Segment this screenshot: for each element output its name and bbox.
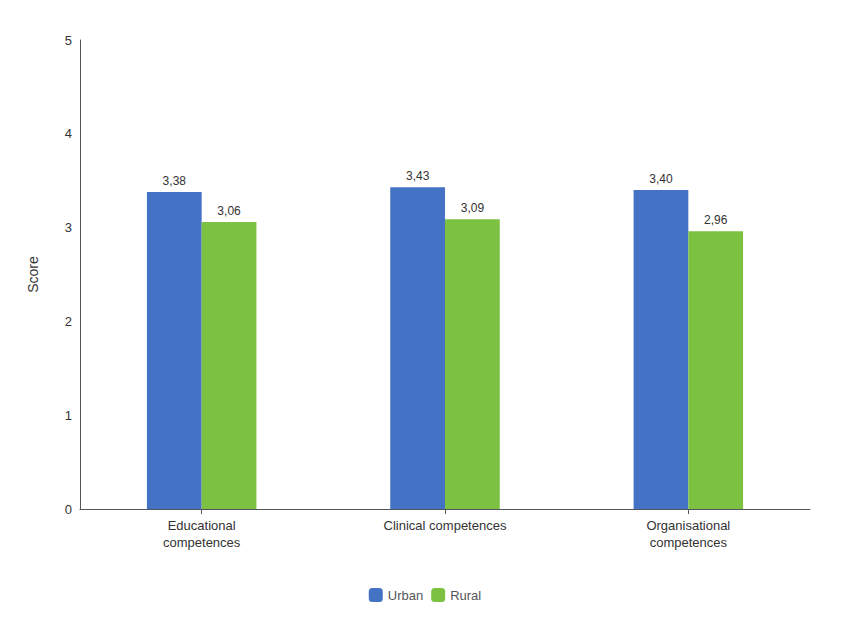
svg-text:2: 2 (65, 314, 72, 329)
svg-text:3,40: 3,40 (649, 172, 673, 186)
svg-text:1: 1 (65, 408, 72, 423)
svg-text:3: 3 (65, 220, 72, 235)
svg-text:Score: Score (25, 256, 41, 293)
svg-text:3,09: 3,09 (461, 201, 485, 215)
svg-text:Urban: Urban (388, 588, 423, 603)
svg-text:4: 4 (65, 126, 72, 141)
svg-text:0: 0 (65, 502, 72, 517)
svg-text:Organisational: Organisational (646, 518, 730, 533)
svg-text:3,38: 3,38 (163, 174, 187, 188)
svg-text:Educational: Educational (168, 518, 236, 533)
svg-text:2,96: 2,96 (704, 213, 728, 227)
svg-text:competences: competences (650, 535, 728, 550)
svg-text:Rural: Rural (450, 588, 481, 603)
svg-text:competences: competences (163, 535, 241, 550)
svg-text:Clinical competences: Clinical competences (384, 518, 507, 533)
svg-text:5: 5 (65, 33, 72, 48)
svg-text:3,43: 3,43 (406, 169, 430, 183)
svg-text:3,06: 3,06 (217, 204, 241, 218)
